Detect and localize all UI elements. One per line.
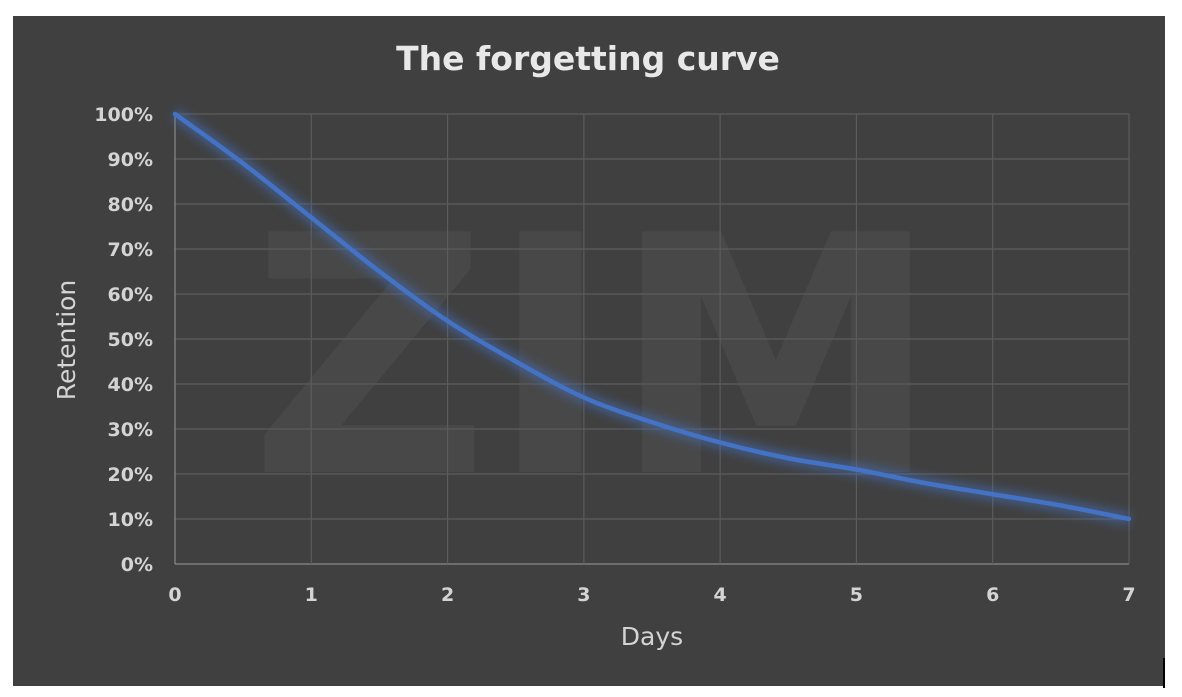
x-tick-label: 5 [850,584,863,606]
x-tick-label: 2 [441,584,454,606]
x-axis-label: Days [621,622,683,651]
y-tick-label: 10% [108,509,153,531]
x-tick-label: 7 [1122,584,1135,606]
y-tick-label: 60% [108,284,153,306]
y-tick-label: 30% [108,419,153,441]
y-tick-label: 80% [108,194,153,216]
series-lines [171,109,1132,525]
y-tick-labels: 0% 10% 20% 30% 40% 50% 60% 70% 80% 90% 100% [94,104,153,576]
x-tick-labels: 0 1 2 3 4 5 6 7 [168,584,1135,606]
y-tick-label: 0% [121,554,153,576]
chart-title: The forgetting curve [396,39,780,78]
x-tick-label: 1 [305,584,318,606]
chart-panel [13,16,1165,686]
watermark-text: ZIM [250,166,940,550]
y-axis-label: Retention [52,280,81,401]
y-tick-label: 50% [108,329,153,351]
series-line [172,111,1132,522]
y-tick-label: 100% [94,104,153,126]
x-tick-label: 0 [168,584,181,606]
gridlines [174,113,1130,565]
x-tick-label: 3 [577,584,590,606]
y-tick-label: 40% [108,374,153,396]
y-tick-label: 20% [108,464,153,486]
y-tick-label: 90% [108,149,153,171]
edge-mark [1163,658,1165,688]
y-tick-label: 70% [108,239,153,261]
x-tick-label: 6 [986,584,999,606]
x-tick-label: 4 [714,584,727,606]
